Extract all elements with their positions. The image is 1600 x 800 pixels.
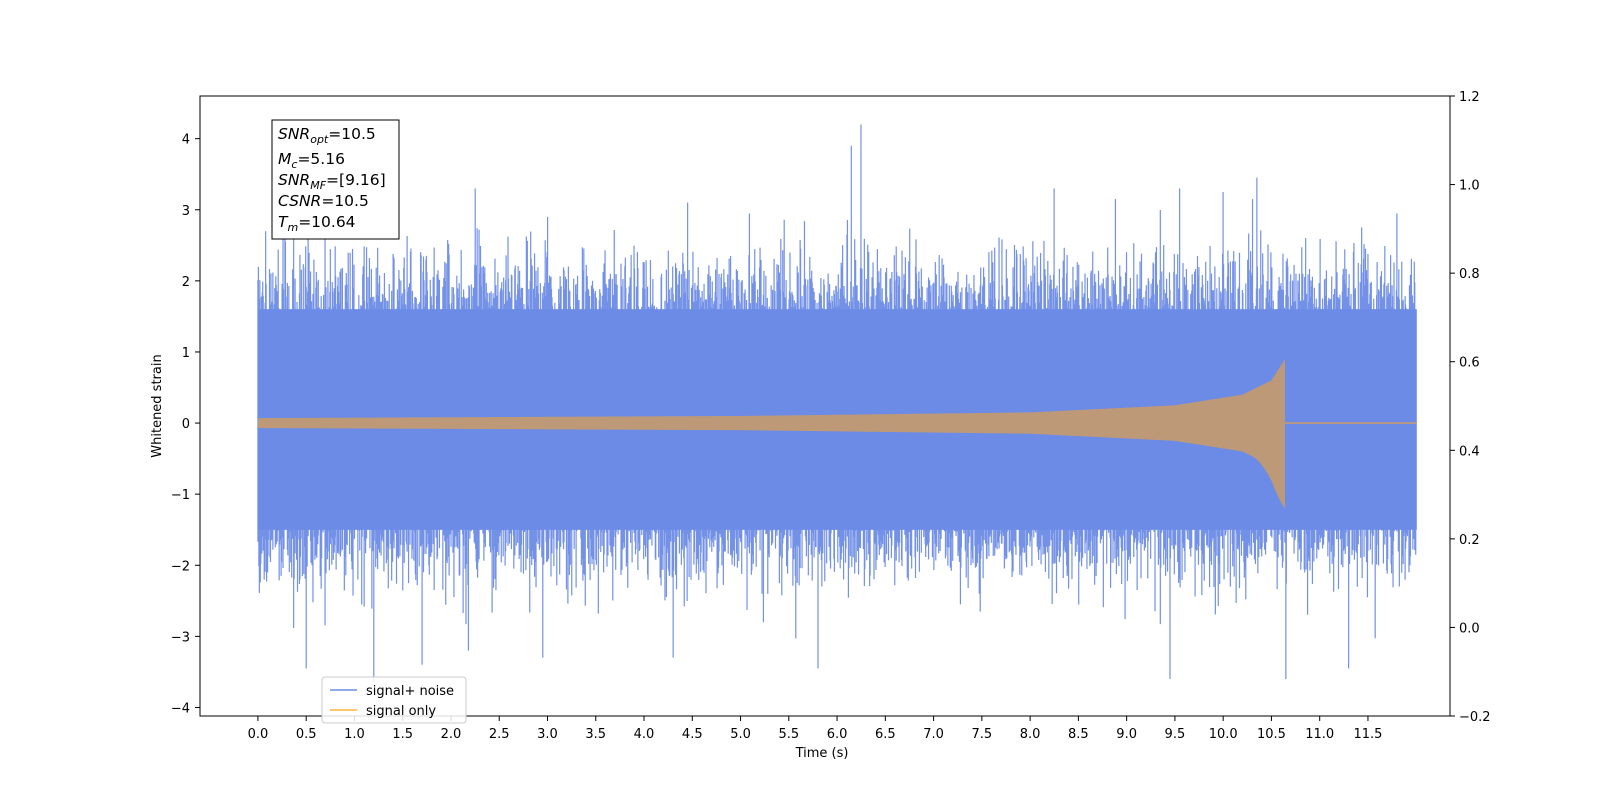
y2-tick-label: 0.6 <box>1459 356 1480 371</box>
y2-tick-label: 0.2 <box>1459 533 1480 548</box>
legend-label: signal+ noise <box>366 684 454 699</box>
x-tick-label: 7.5 <box>972 727 993 742</box>
annotation-line: SNRopt=10.5 <box>278 125 376 146</box>
plot-area <box>257 124 1417 683</box>
x-tick-label: 2.5 <box>489 727 510 742</box>
legend-label: signal only <box>366 704 436 719</box>
y-axis-ticks: −4 −3 −2 −1 0 1 2 3 4 <box>171 133 200 716</box>
annotation-value: =[9.16] <box>326 171 386 189</box>
x-tick-label: 11.5 <box>1353 727 1382 742</box>
y-tick-label: 1 <box>182 346 190 361</box>
annotation-value: =10.64 <box>298 213 355 231</box>
x-tick-label: 0.5 <box>296 727 317 742</box>
annotation-value: =5.16 <box>297 150 345 168</box>
x-tick-label: 6.0 <box>827 727 848 742</box>
x-tick-label: 0.0 <box>248 727 269 742</box>
x-tick-label: 3.0 <box>537 727 558 742</box>
x-axis-label: Time (s) <box>795 746 849 761</box>
x-tick-label: 7.0 <box>923 727 944 742</box>
x-axis-ticks: 0.0 0.5 1.0 1.5 2.0 2.5 3.0 3.5 4.0 4.5 5.0 5.5 6.0 6… <box>248 716 1382 742</box>
y-tick-label: 3 <box>182 204 190 219</box>
y-axis-label: Whitened strain <box>150 354 165 457</box>
x-tick-label: 1.5 <box>392 727 413 742</box>
annotation-value: =10.5 <box>328 125 376 143</box>
axes-frame <box>199 95 1451 717</box>
y2-tick-label: 1.0 <box>1459 179 1480 194</box>
annotation-symbol: CSNR <box>278 192 321 210</box>
x-tick-label: 5.5 <box>778 727 799 742</box>
annotation-subscript: m <box>287 221 298 234</box>
x-tick-label: 10.5 <box>1257 727 1286 742</box>
x-tick-label: 5.0 <box>730 727 751 742</box>
y2-tick-label: 0.8 <box>1459 267 1480 282</box>
secondary-y-axis-ticks: −0.2 0.0 0.2 0.4 0.6 0.8 1.0 1.2 <box>1450 90 1491 725</box>
x-tick-label: 6.5 <box>875 727 896 742</box>
legend: signal+ noise signal only <box>321 676 467 724</box>
x-tick-label: 4.5 <box>682 727 703 742</box>
x-tick-label: 2.0 <box>441 727 462 742</box>
annotation-line: Tm=10.64 <box>278 213 356 234</box>
x-tick-label: 10.0 <box>1209 727 1238 742</box>
y2-tick-label: 1.2 <box>1459 90 1480 105</box>
signal-only-series <box>257 359 1417 509</box>
y-tick-label: −1 <box>171 488 190 503</box>
y2-tick-label: −0.2 <box>1459 710 1491 725</box>
annotation-value: =10.5 <box>321 192 369 210</box>
x-tick-label: 1.0 <box>344 727 365 742</box>
y-tick-label: −4 <box>171 701 190 716</box>
annotation-line: Mc=5.16 <box>278 150 345 171</box>
annotation-subscript: opt <box>310 133 329 146</box>
x-tick-label: 11.0 <box>1305 727 1334 742</box>
x-tick-label: 3.5 <box>585 727 606 742</box>
y-tick-label: 0 <box>182 417 190 432</box>
x-tick-label: 8.5 <box>1068 727 1089 742</box>
signal-only-chirp <box>257 359 1285 509</box>
y2-tick-label: 0.4 <box>1459 444 1480 459</box>
x-tick-label: 9.0 <box>1116 727 1137 742</box>
annotation-line: CSNR=10.5 <box>278 192 369 210</box>
y-tick-label: 4 <box>182 133 190 148</box>
annotation-symbol: M <box>278 150 291 168</box>
annotation-symbol: SNR <box>278 171 310 189</box>
y-tick-label: −2 <box>171 559 190 574</box>
metrics-annotation-box: SNRopt=10.5Mc=5.16SNRMF=[9.16]CSNR=10.5T… <box>271 119 400 240</box>
annotation-symbol: SNR <box>278 125 310 143</box>
y-tick-label: 2 <box>182 275 190 290</box>
annotation-symbol: T <box>278 213 289 231</box>
x-tick-label: 9.5 <box>1165 727 1186 742</box>
x-tick-label: 4.0 <box>634 727 655 742</box>
annotation-subscript: c <box>291 158 297 171</box>
annotation-line: SNRMF=[9.16] <box>278 171 386 192</box>
y2-tick-label: 0.0 <box>1459 621 1480 636</box>
y-tick-label: −3 <box>171 630 190 645</box>
x-tick-label: 8.0 <box>1020 727 1041 742</box>
annotation-subscript: MF <box>310 179 326 192</box>
